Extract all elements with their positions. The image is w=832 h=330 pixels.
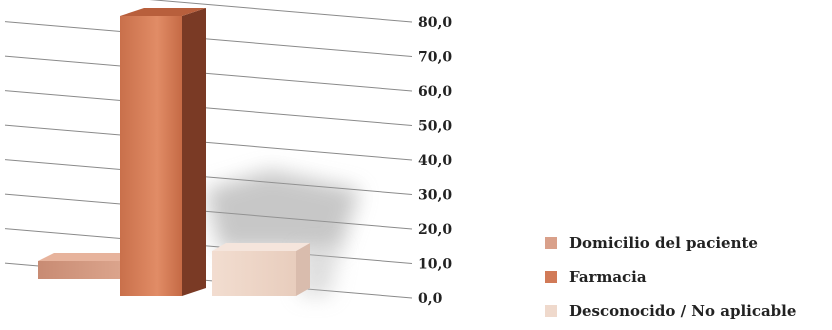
y-tick-label: 10,0 bbox=[418, 257, 452, 273]
y-tick-label: 0,0 bbox=[418, 291, 443, 307]
gridline bbox=[4, 90, 413, 126]
bar-domicilio-top bbox=[38, 253, 136, 261]
y-tick-label: 40,0 bbox=[418, 153, 452, 169]
bars bbox=[38, 8, 310, 296]
y-tick-label: 50,0 bbox=[418, 119, 452, 135]
legend: Domicilio del paciente Farmacia Desconoc… bbox=[545, 228, 796, 330]
y-tick-label: 30,0 bbox=[418, 188, 452, 204]
bar-farmacia-top bbox=[120, 8, 206, 16]
y-tick-label: 80,0 bbox=[418, 15, 452, 31]
bar-desconocido bbox=[212, 243, 310, 296]
legend-swatch-farmacia bbox=[545, 271, 557, 283]
legend-label-domicilio: Domicilio del paciente bbox=[569, 234, 758, 252]
bar-farmacia-front bbox=[120, 16, 182, 296]
legend-item-desconocido: Desconocido / No aplicable bbox=[545, 296, 796, 326]
legend-item-domicilio: Domicilio del paciente bbox=[545, 228, 796, 258]
bar-desconocido-front bbox=[212, 251, 296, 296]
gridline bbox=[4, 21, 413, 57]
legend-label-desconocido: Desconocido / No aplicable bbox=[569, 302, 797, 320]
y-tick-label: 20,0 bbox=[418, 222, 452, 238]
y-tick-label: 70,0 bbox=[418, 50, 452, 66]
gridline bbox=[4, 124, 413, 161]
bar-desconocido-side bbox=[296, 243, 310, 296]
legend-item-farmacia: Farmacia bbox=[545, 262, 796, 292]
legend-swatch-desconocido bbox=[545, 305, 557, 317]
gridline bbox=[4, 55, 413, 92]
bar-domicilio-front bbox=[38, 261, 120, 279]
legend-swatch-domicilio bbox=[545, 237, 557, 249]
bar-farmacia bbox=[120, 8, 206, 296]
legend-label-farmacia: Farmacia bbox=[569, 268, 647, 286]
y-tick-label: 60,0 bbox=[418, 84, 452, 100]
farmacia-shadow bbox=[205, 170, 360, 250]
gridlines bbox=[4, 0, 413, 299]
bar-desconocido-top bbox=[212, 243, 310, 251]
gridline bbox=[149, 0, 413, 23]
bar-chart: 0,0 10,0 20,0 30,0 40,0 50,0 60,0 70,0 80,0 bbox=[4, 0, 452, 307]
gridline bbox=[4, 228, 413, 264]
bar-farmacia-side bbox=[182, 8, 206, 296]
y-axis-ticks: 0,0 10,0 20,0 30,0 40,0 50,0 60,0 70,0 80,0 bbox=[418, 15, 452, 307]
